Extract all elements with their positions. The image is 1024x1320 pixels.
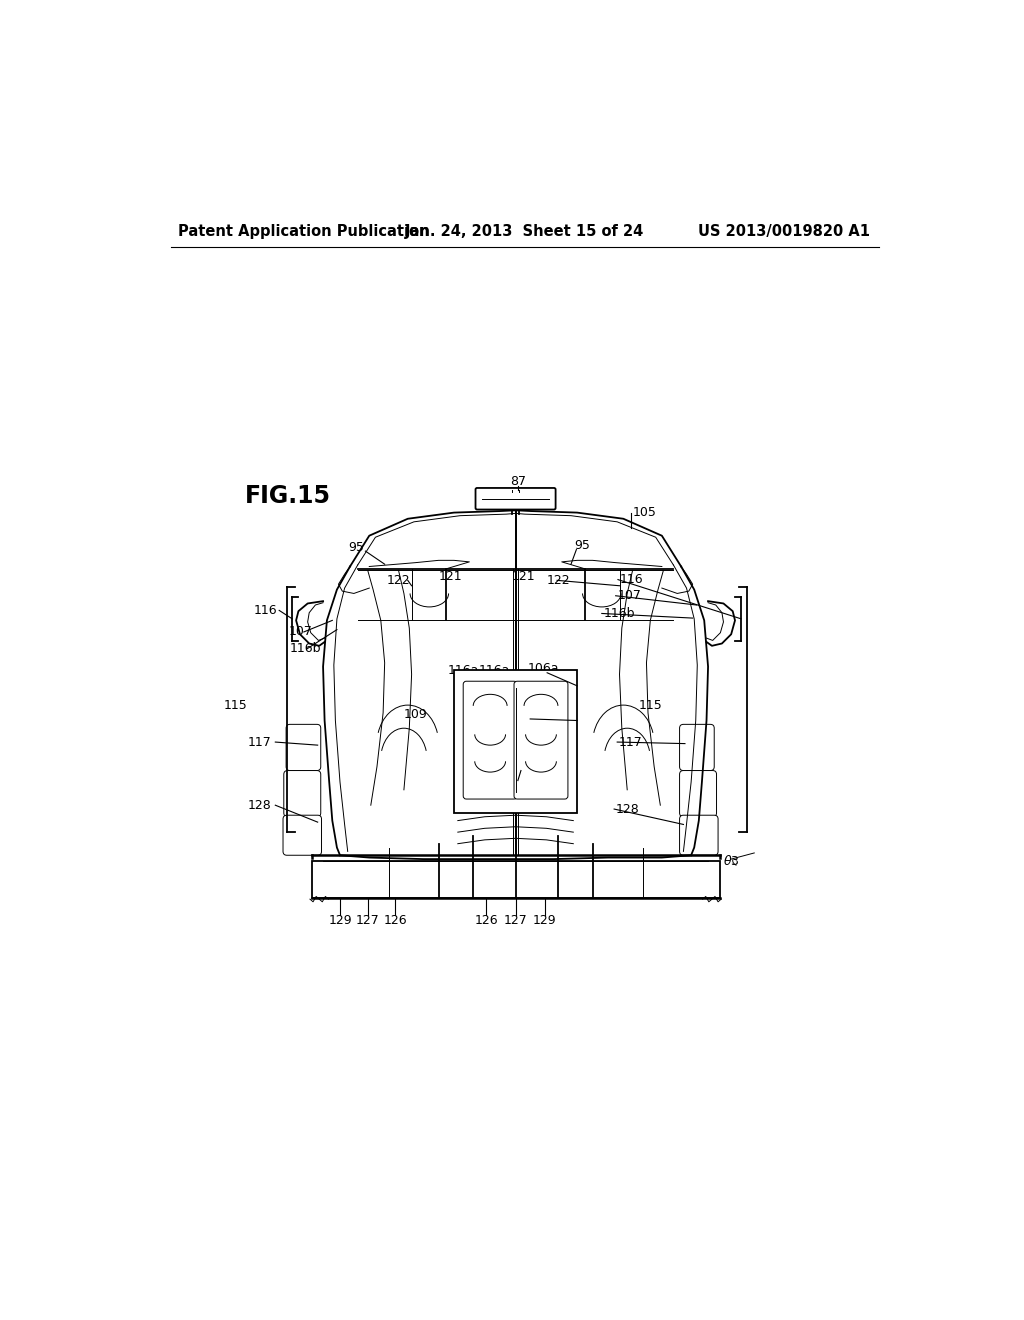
FancyBboxPatch shape bbox=[286, 725, 321, 771]
Text: 129: 129 bbox=[328, 915, 352, 927]
FancyBboxPatch shape bbox=[284, 771, 321, 817]
Text: US 2013/0019820 A1: US 2013/0019820 A1 bbox=[697, 224, 869, 239]
Text: 116a: 116a bbox=[447, 664, 479, 677]
Text: FIG.15: FIG.15 bbox=[245, 483, 331, 508]
Text: 95: 95 bbox=[574, 539, 591, 552]
Text: 117: 117 bbox=[618, 735, 642, 748]
Text: 129: 129 bbox=[534, 915, 557, 927]
Text: 106: 106 bbox=[531, 713, 555, 726]
Text: 126: 126 bbox=[384, 915, 408, 927]
Text: 106b: 106b bbox=[502, 760, 532, 774]
Text: 127: 127 bbox=[356, 915, 380, 927]
Text: 95: 95 bbox=[348, 541, 365, 554]
Text: 128: 128 bbox=[248, 799, 271, 812]
Text: 116b: 116b bbox=[603, 607, 635, 620]
Text: 121: 121 bbox=[438, 570, 462, 583]
Text: 106a: 106a bbox=[527, 663, 559, 676]
Text: 122: 122 bbox=[387, 574, 411, 587]
Text: 109: 109 bbox=[403, 708, 428, 721]
Text: Jan. 24, 2013  Sheet 15 of 24: Jan. 24, 2013 Sheet 15 of 24 bbox=[406, 224, 644, 239]
Text: 115: 115 bbox=[224, 698, 248, 711]
FancyBboxPatch shape bbox=[475, 488, 556, 510]
Text: 122: 122 bbox=[547, 574, 570, 587]
Text: 126: 126 bbox=[474, 915, 498, 927]
Bar bbox=[454, 671, 578, 813]
Text: 87: 87 bbox=[510, 475, 526, 488]
Text: 105: 105 bbox=[633, 506, 656, 519]
Bar bbox=[311, 862, 720, 898]
FancyBboxPatch shape bbox=[283, 816, 322, 855]
Text: 121: 121 bbox=[511, 570, 536, 583]
Text: 127: 127 bbox=[504, 915, 527, 927]
Text: $\theta$3: $\theta$3 bbox=[723, 854, 739, 869]
FancyBboxPatch shape bbox=[514, 681, 568, 799]
Text: 115: 115 bbox=[639, 698, 663, 711]
Text: Patent Application Publication: Patent Application Publication bbox=[178, 224, 430, 239]
Text: 116b: 116b bbox=[290, 643, 322, 656]
Text: 107: 107 bbox=[617, 589, 641, 602]
Text: 116: 116 bbox=[620, 573, 643, 586]
FancyBboxPatch shape bbox=[680, 816, 718, 855]
Text: 116: 116 bbox=[254, 603, 278, 616]
Text: 107: 107 bbox=[289, 626, 312, 639]
FancyBboxPatch shape bbox=[680, 771, 717, 817]
Text: 117: 117 bbox=[248, 735, 271, 748]
FancyBboxPatch shape bbox=[680, 725, 714, 771]
FancyBboxPatch shape bbox=[463, 681, 517, 799]
Text: 116a: 116a bbox=[478, 664, 510, 677]
Text: 128: 128 bbox=[615, 803, 639, 816]
